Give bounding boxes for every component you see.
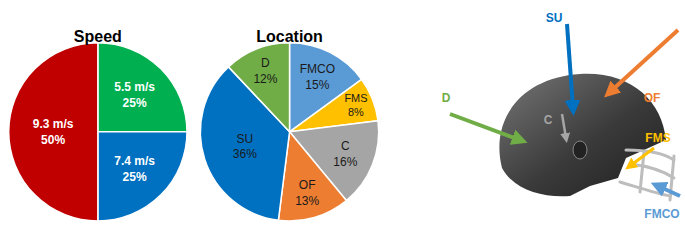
svg-text:9.3 m/s50%: 9.3 m/s50% — [33, 117, 74, 147]
svg-text:Speed: Speed — [74, 28, 122, 45]
svg-text:SU: SU — [546, 11, 563, 25]
svg-text:FMS8%: FMS8% — [344, 92, 367, 118]
svg-text:FMCO15%: FMCO15% — [300, 62, 335, 92]
svg-text:FMCO: FMCO — [644, 207, 679, 221]
svg-text:Location: Location — [256, 28, 323, 45]
svg-text:OF13%: OF13% — [295, 178, 319, 208]
svg-text:OF: OF — [644, 91, 661, 105]
svg-text:D12%: D12% — [253, 56, 277, 86]
svg-text:SU36%: SU36% — [233, 132, 257, 162]
svg-text:FMS: FMS — [645, 131, 670, 145]
svg-text:7.4 m/s25%: 7.4 m/s25% — [114, 154, 155, 184]
svg-text:D: D — [442, 91, 451, 105]
svg-text:C16%: C16% — [333, 139, 357, 169]
svg-text:C: C — [544, 113, 553, 127]
svg-text:5.5 m/s25%: 5.5 m/s25% — [114, 80, 155, 110]
